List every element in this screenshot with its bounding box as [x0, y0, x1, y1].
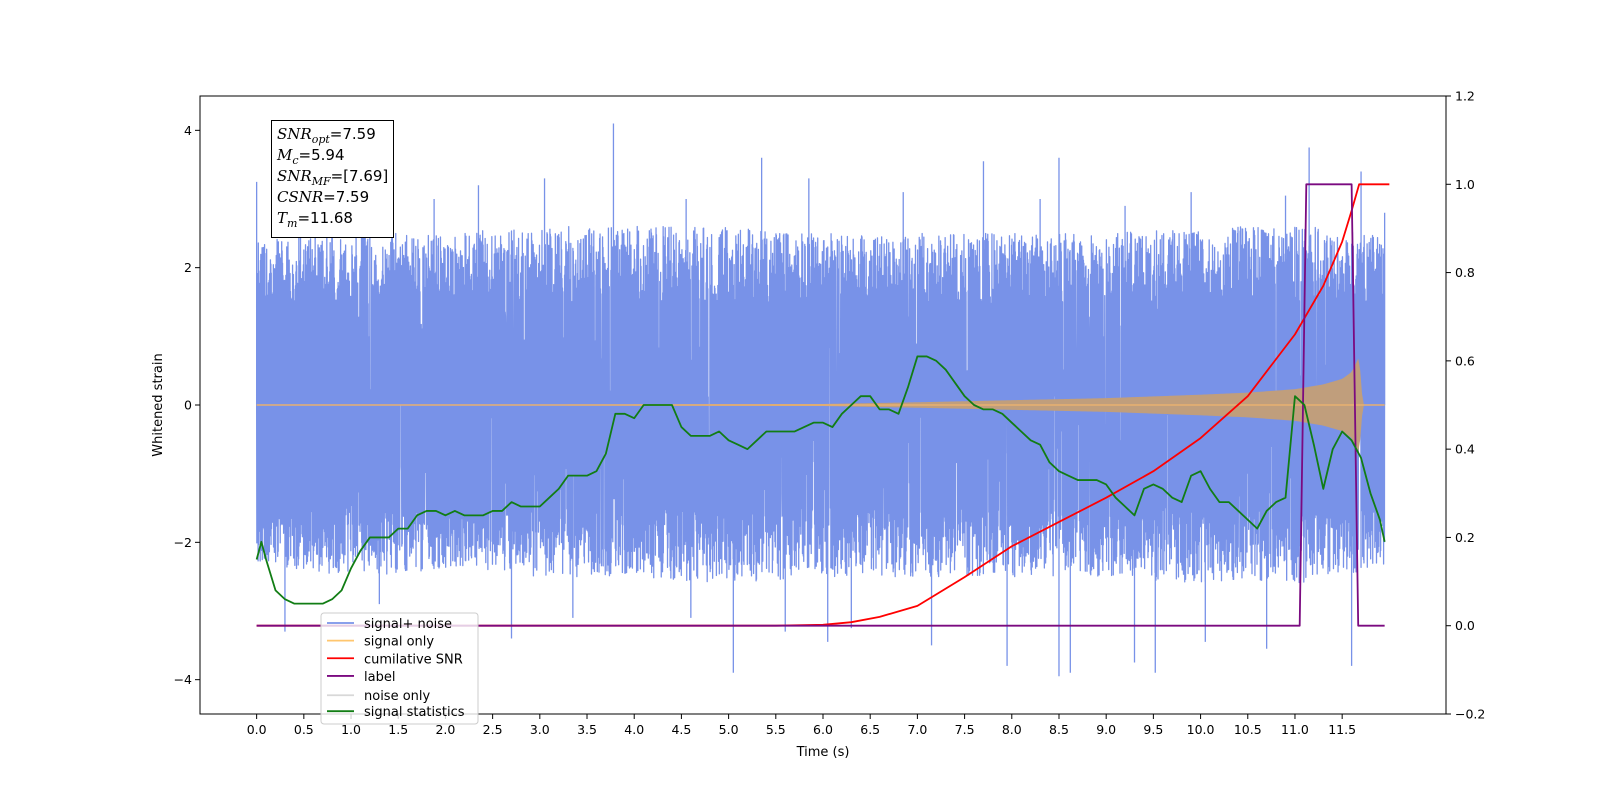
y-tick-label: 0 — [184, 398, 192, 413]
x-tick-label: 7.5 — [955, 722, 975, 737]
y2-tick-label: 0.2 — [1455, 530, 1475, 545]
x-tick-label: 10.5 — [1234, 722, 1262, 737]
legend-frame — [320, 612, 479, 725]
stat-symbol: SNR — [277, 125, 312, 143]
legend-item-label: cumilative SNR — [364, 652, 463, 667]
legend: signal+ noise signal only cumilative SNR la… — [320, 612, 479, 725]
stat-symbol: M — [277, 146, 293, 164]
y-tick-label: −2 — [174, 535, 192, 550]
y-tick-label: 4 — [184, 123, 192, 138]
x-tick-label: 5.5 — [766, 722, 786, 737]
stat-value: =11.68 — [297, 209, 353, 227]
legend-item-label: signal+ noise — [364, 617, 452, 632]
x-tick-label: 4.0 — [624, 722, 644, 737]
x-axis: 0.0 0.5 1.0 1.5 2.0 2.5 3.0 3.5 4.0 4.5 5.0 5.5 6.0 6… — [247, 714, 1356, 737]
legend-item-label: label — [364, 670, 395, 685]
stat-value: =5.94 — [298, 146, 345, 164]
x-tick-label: 6.5 — [860, 722, 880, 737]
stat-csnr: CSNR=7.59 — [277, 187, 393, 208]
series-layer — [255, 123, 1390, 677]
stat-symbol: CSNR — [277, 188, 324, 206]
x-tick-label: 8.0 — [1002, 722, 1022, 737]
y-tick-label: −4 — [174, 672, 192, 687]
legend-item-label: signal statistics — [364, 705, 465, 720]
y2-tick-label: 0.0 — [1455, 618, 1475, 633]
y-tick-label: 2 — [184, 260, 192, 275]
stat-symbol: T — [277, 209, 288, 227]
legend-item-label: noise only — [364, 689, 431, 704]
x-tick-label: 11.0 — [1281, 722, 1309, 737]
stat-snr-mf: SNRMF=[7.69] — [277, 166, 393, 187]
series-label — [256, 183, 1385, 627]
y2-tick-label: −0.2 — [1455, 707, 1485, 722]
y2-tick-label: 0.6 — [1455, 353, 1475, 368]
x-tick-label: 10.0 — [1187, 722, 1215, 737]
x-tick-label: 1.0 — [341, 722, 361, 737]
x-tick-label: 1.5 — [388, 722, 408, 737]
y-axis: −4 −2 0 2 4 — [174, 123, 200, 687]
series-signal-statistics — [255, 355, 1386, 605]
stat-value: =7.59 — [329, 125, 376, 143]
legend-item-label: signal only — [364, 635, 434, 650]
series-cumulative-snr — [256, 183, 1390, 627]
stat-subscript: opt — [311, 133, 330, 146]
x-tick-label: 0.5 — [294, 722, 314, 737]
x-tick-label: 9.0 — [1096, 722, 1116, 737]
y2-tick-label: 0.4 — [1455, 442, 1475, 457]
y-axis-title: Whitened strain — [151, 353, 166, 456]
x-tick-label: 3.0 — [530, 722, 550, 737]
x-tick-label: 2.0 — [435, 722, 455, 737]
stat-subscript: m — [287, 217, 298, 230]
x-tick-label: 9.5 — [1143, 722, 1163, 737]
y2-axis: −0.2 0.0 0.2 0.4 0.6 0.8 1.0 1.2 — [1446, 89, 1485, 722]
stat-subscript: c — [292, 154, 299, 167]
y2-tick-label: 1.2 — [1455, 89, 1475, 104]
y2-tick-label: 0.8 — [1455, 265, 1475, 280]
stats-annotation-box: SNRopt=7.59 Mc=5.94 SNRMF=[7.69] CSNR=7.… — [271, 120, 394, 238]
stat-symbol: SNR — [277, 167, 312, 185]
x-tick-label: 5.0 — [719, 722, 739, 737]
x-tick-label: 3.5 — [577, 722, 597, 737]
stat-value: =7.59 — [323, 188, 370, 206]
x-axis-title: Time (s) — [796, 745, 850, 760]
x-tick-label: 4.5 — [671, 722, 691, 737]
x-tick-label: 2.5 — [483, 722, 503, 737]
stat-snr-opt: SNRopt=7.59 — [277, 124, 393, 145]
series-signal-noise — [255, 123, 1386, 677]
stat-value: =[7.69] — [330, 167, 389, 185]
y2-tick-label: 1.0 — [1455, 177, 1475, 192]
x-tick-label: 0.0 — [247, 722, 267, 737]
x-tick-label: 11.5 — [1328, 722, 1356, 737]
x-tick-label: 8.5 — [1049, 722, 1069, 737]
x-tick-label: 6.0 — [813, 722, 833, 737]
stat-mc: Mc=5.94 — [277, 145, 393, 166]
x-tick-label: 7.0 — [907, 722, 927, 737]
stat-subscript: MF — [311, 175, 331, 188]
stat-tm: Tm=11.68 — [277, 208, 393, 229]
